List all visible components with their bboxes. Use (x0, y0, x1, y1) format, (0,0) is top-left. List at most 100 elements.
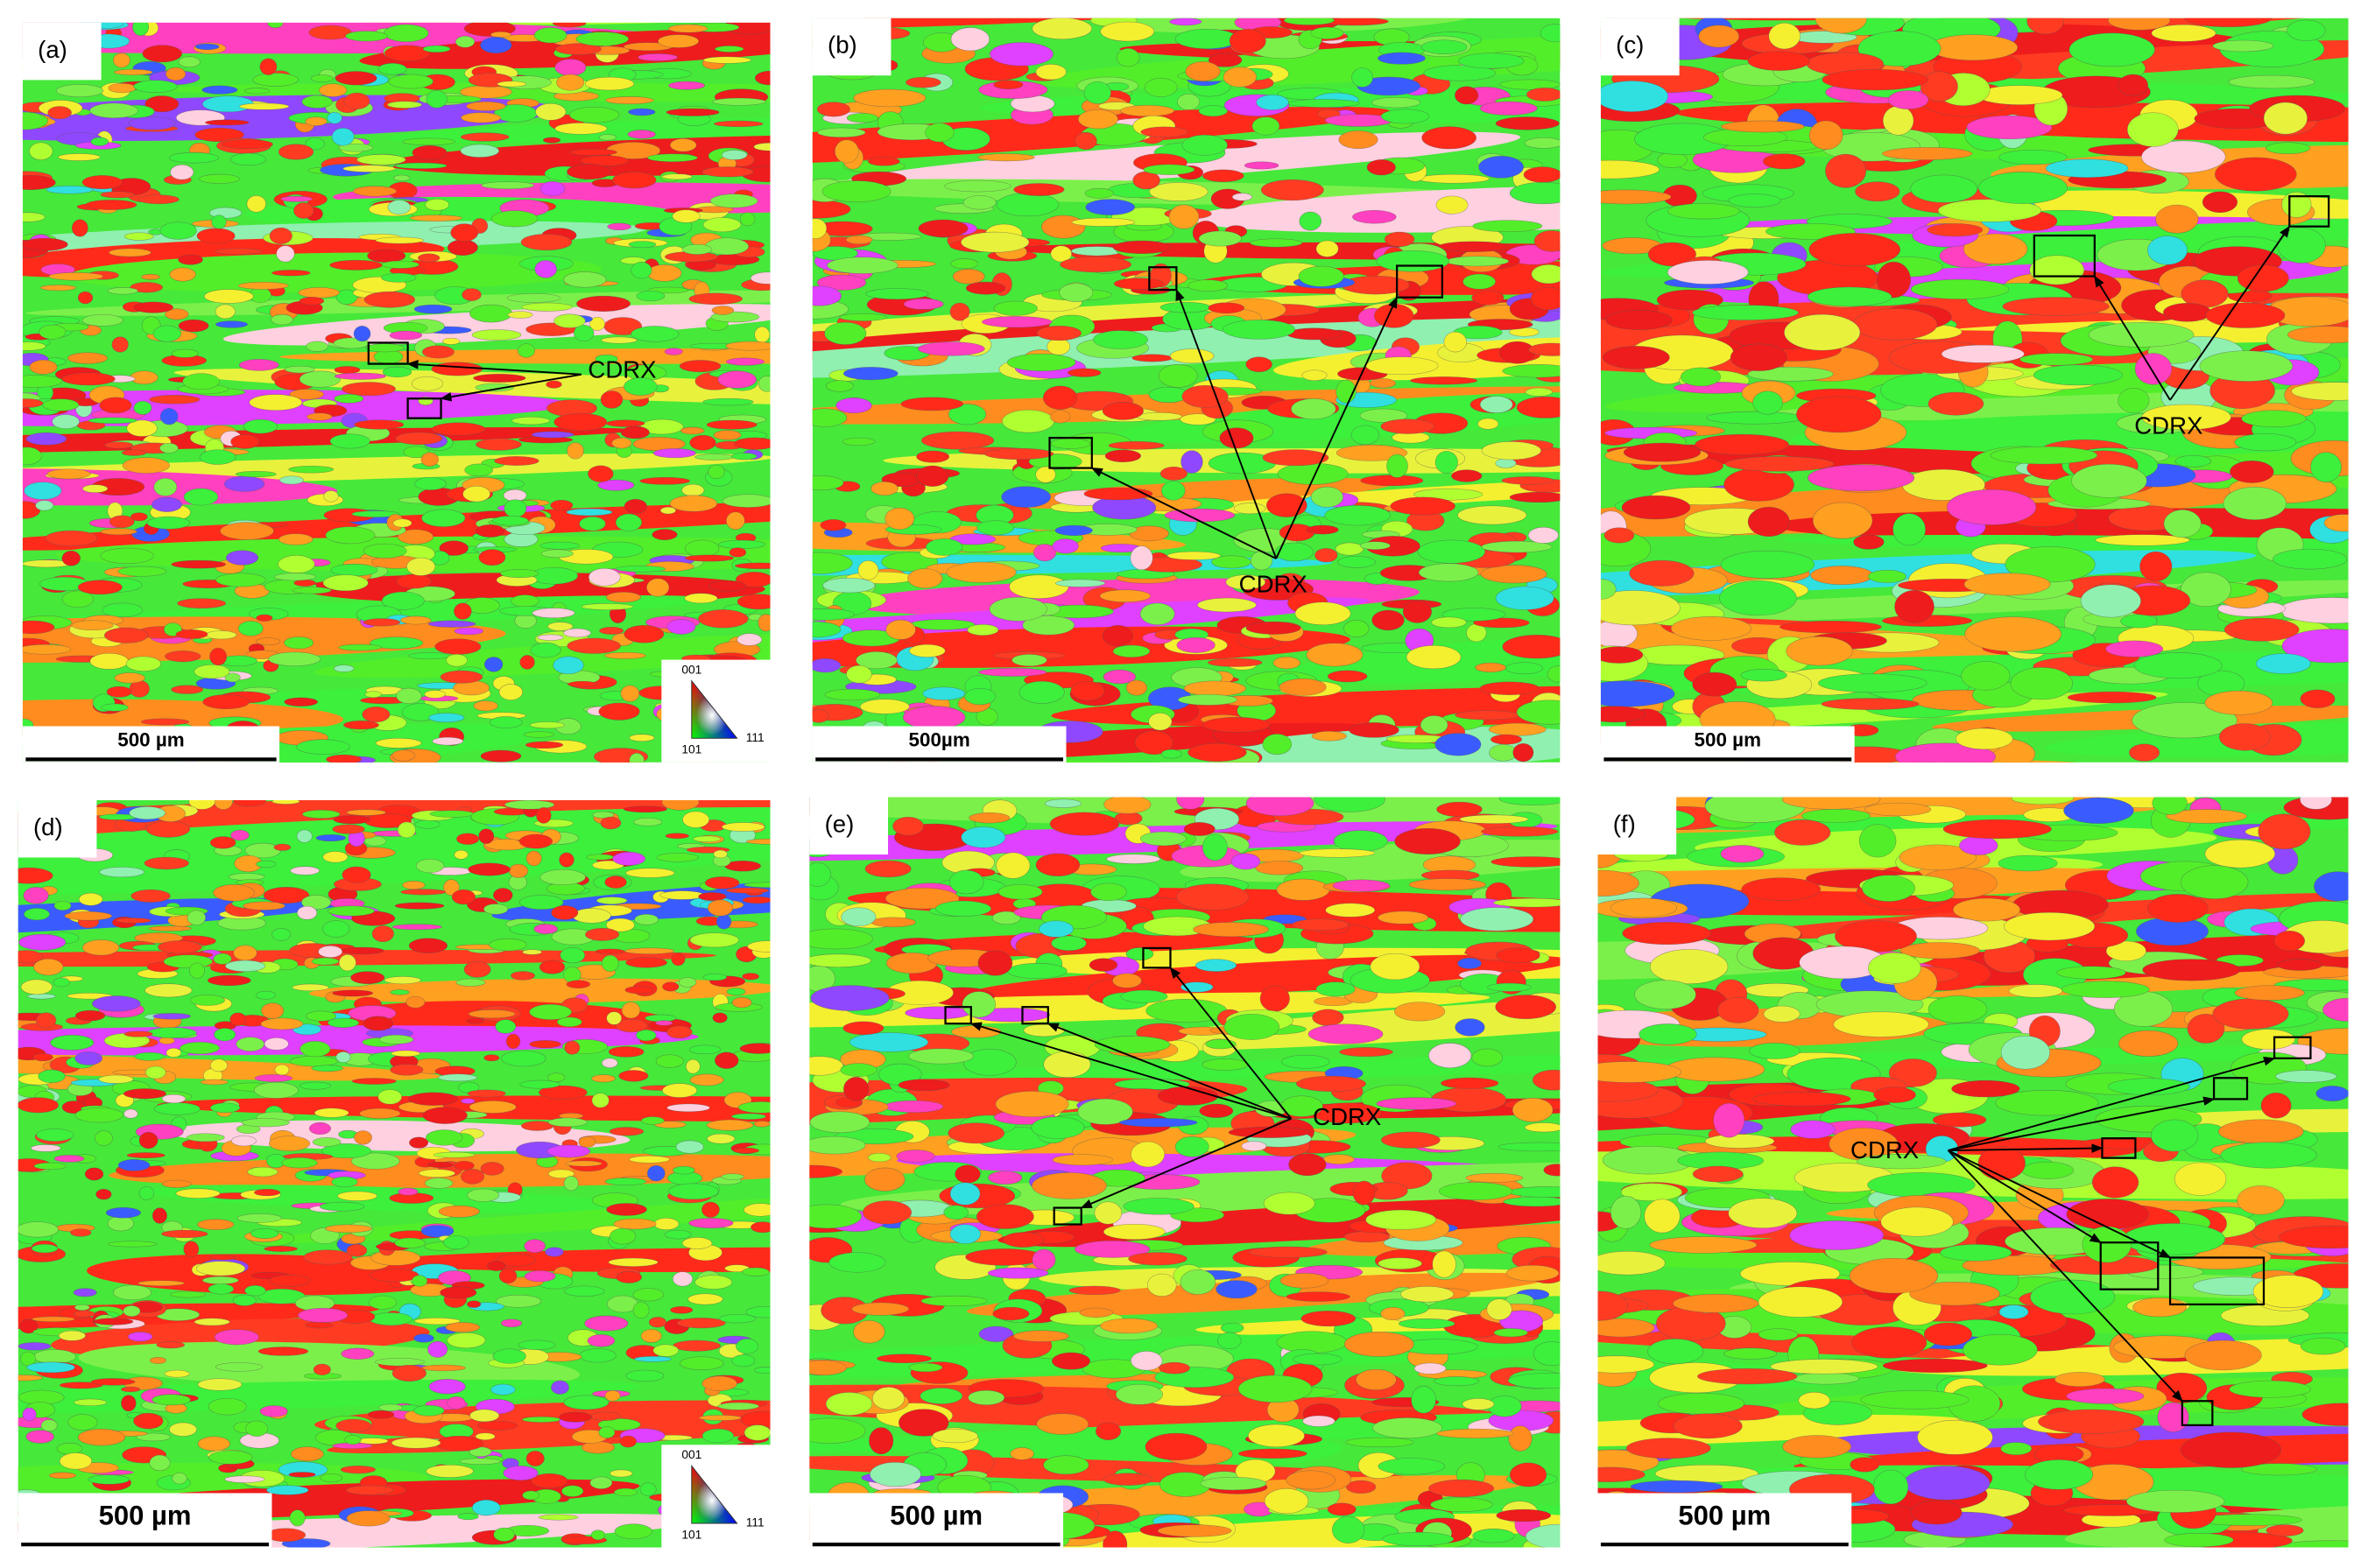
grain (454, 1161, 475, 1171)
grain (1410, 376, 1478, 385)
grain (501, 1050, 546, 1067)
grain (123, 1305, 141, 1317)
grain (353, 326, 371, 342)
grain (615, 513, 643, 531)
grain (632, 1301, 650, 1318)
grain (1928, 391, 1984, 416)
grain (2003, 911, 2096, 941)
grain (652, 1344, 680, 1357)
grain (422, 1107, 468, 1124)
grain (2180, 865, 2249, 899)
grain (977, 950, 1013, 976)
grain (182, 373, 221, 390)
grain (619, 1435, 637, 1448)
grain (1112, 240, 1171, 254)
grain (331, 127, 355, 146)
grain (1402, 600, 1432, 623)
grain (1120, 104, 1174, 117)
grain (1964, 616, 2061, 652)
grain (2323, 514, 2349, 532)
grain (2199, 350, 2294, 382)
grain (319, 83, 348, 97)
grain (1300, 1311, 1357, 1327)
grain (25, 432, 67, 446)
grain (435, 1435, 483, 1452)
grain (1349, 722, 1399, 738)
grain (1505, 662, 1544, 675)
grain (1295, 1075, 1366, 1092)
grain (964, 687, 997, 706)
grain (536, 807, 552, 824)
grain (856, 651, 898, 670)
grain (606, 1011, 623, 1025)
grain (1455, 1018, 1485, 1037)
grain (546, 380, 562, 389)
grain-band (18, 806, 771, 876)
grain (53, 1155, 85, 1163)
grain (1647, 1339, 1704, 1365)
grain (1197, 597, 1257, 613)
scale-bar-box (18, 1493, 272, 1548)
grain (604, 651, 646, 659)
grain (993, 80, 1024, 90)
grain (991, 911, 1021, 925)
grain (1332, 1515, 1365, 1543)
grain (1365, 1209, 1437, 1230)
grain (2273, 930, 2305, 952)
grain (908, 1048, 974, 1065)
grain (1600, 159, 1660, 179)
grain (402, 881, 426, 889)
grain (455, 35, 476, 48)
grain (996, 193, 1059, 217)
grain (392, 518, 412, 528)
grain (495, 1019, 517, 1034)
grain (466, 101, 506, 111)
cdrx-box (406, 397, 442, 419)
grain (389, 330, 423, 341)
cdrx-box (2181, 1400, 2214, 1426)
grain (164, 1369, 190, 1378)
grain (269, 227, 292, 245)
grain (1904, 1466, 1991, 1501)
grain (1867, 569, 1906, 583)
grain (598, 134, 617, 141)
grain (1378, 1458, 1446, 1475)
grain (1359, 541, 1391, 551)
grain (213, 953, 232, 965)
grain (1491, 856, 1561, 868)
grain (961, 231, 1030, 253)
grain (1158, 363, 1198, 388)
grain (393, 174, 411, 181)
grain (74, 1398, 108, 1407)
grain (1717, 997, 1759, 1023)
grain (1047, 338, 1071, 355)
grain (951, 1025, 1002, 1038)
grain (1600, 706, 1646, 723)
grain (511, 594, 539, 608)
grain-band (22, 390, 570, 426)
grain (948, 1122, 1005, 1144)
grain (1007, 963, 1068, 980)
grain (235, 471, 277, 478)
grain (1245, 797, 1314, 817)
grain (391, 1364, 426, 1382)
grain (521, 302, 573, 312)
grain (1089, 958, 1118, 972)
grain-band (967, 1272, 1549, 1317)
grain (299, 1081, 331, 1090)
grain (2132, 1297, 2187, 1318)
grain (278, 555, 315, 573)
grain (194, 1318, 230, 1326)
grain (668, 81, 706, 90)
grain (563, 628, 591, 638)
grain (610, 1227, 637, 1245)
grain (146, 516, 191, 530)
grain (299, 370, 342, 388)
grain (22, 375, 62, 388)
grain (708, 464, 725, 479)
grain (1345, 1437, 1414, 1448)
grain (2301, 1403, 2349, 1426)
grain (463, 960, 491, 978)
grain (1526, 88, 1561, 102)
